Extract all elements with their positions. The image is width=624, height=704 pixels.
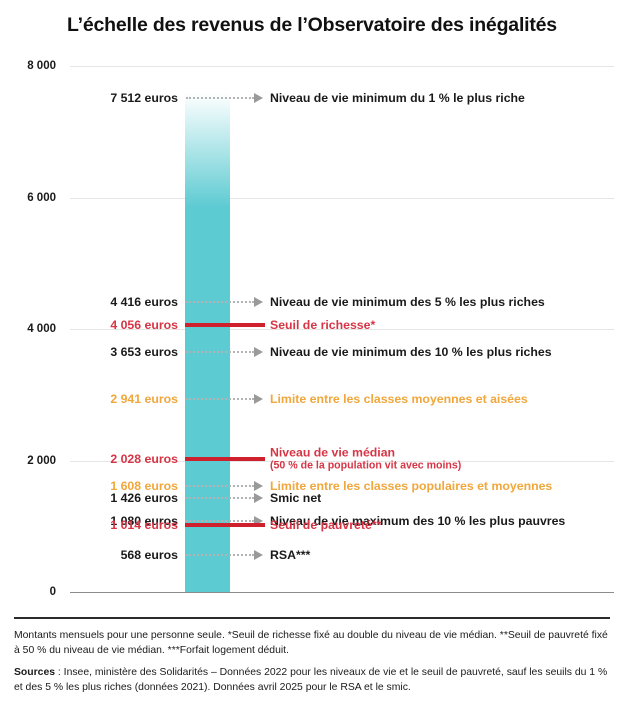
- marker-value: 2 028 euros: [110, 451, 178, 466]
- leader-arrow-icon: [254, 93, 263, 104]
- marker-label: Limite entre les classes moyennes et ais…: [270, 391, 528, 406]
- marker-label-text: Limite entre les classes populaires et m…: [270, 479, 553, 494]
- leader-line: [186, 485, 254, 488]
- leader-line: [186, 519, 254, 522]
- marker-value: 4 416 euros: [110, 294, 178, 309]
- marker-label: Niveau de vie maximum des 10 % les plus …: [270, 514, 565, 529]
- footer-divider: [14, 617, 610, 619]
- gridline-6000: [70, 197, 614, 199]
- threshold-line: [185, 456, 265, 461]
- axis-tick-label-8000: 8 000: [27, 60, 56, 72]
- marker-label: Niveau de vie minimum des 5 % les plus r…: [270, 294, 545, 309]
- marker-value: 4 056 euros: [110, 318, 178, 333]
- marker-label: Niveau de vie minimum du 1 % le plus ric…: [270, 91, 525, 106]
- sources-text: : Insee, ministère des Solidarités – Don…: [14, 667, 608, 694]
- marker-label: Smic net: [270, 491, 321, 506]
- leader-arrow-icon: [254, 515, 263, 526]
- marker-label-text: RSA***: [270, 547, 311, 562]
- marker-value: 568 euros: [120, 547, 178, 562]
- marker-label-text: Limite entre les classes moyennes et ais…: [270, 391, 528, 406]
- leader-line: [186, 350, 254, 353]
- leader-line: [186, 553, 254, 556]
- page-title: L’échelle des revenus de l’Observatoire …: [67, 14, 557, 36]
- marker-label-text: Seuil de richesse*: [270, 318, 376, 333]
- leader-arrow-icon: [254, 296, 263, 307]
- leader-line: [186, 97, 254, 100]
- marker-label-text: Niveau de vie minimum du 1 % le plus ric…: [270, 90, 525, 105]
- marker-label: Seuil de pauvreté**: [270, 518, 381, 533]
- marker-value: 1 608 euros: [110, 479, 178, 494]
- footnote-sources: Sources : Insee, ministère des Solidarit…: [14, 665, 612, 695]
- sources-label: Sources: [14, 667, 56, 679]
- leader-arrow-icon: [254, 393, 263, 404]
- marker-label-text: Smic net: [270, 490, 322, 505]
- gridline-0: [70, 592, 614, 593]
- axis-tick-label-4000: 4 000: [27, 323, 56, 335]
- chart-plot-area: 8 000 6 000 4 000 2 000 0 7 512 euros Niveau …: [27, 60, 614, 598]
- marker-value: 7 512 euros: [110, 91, 178, 106]
- axis-tick-label-6000: 6 000: [27, 191, 56, 204]
- axis-tick-label-0: 0: [49, 586, 56, 598]
- marker-value: 1 014 euros: [110, 518, 178, 533]
- marker-label: RSA***: [270, 547, 310, 562]
- leader-arrow-icon: [254, 481, 263, 492]
- marker-label: Niveau de vie minimum des 10 % les plus …: [270, 345, 552, 360]
- marker-label-text: Niveau de vie médian: [270, 445, 396, 460]
- marker-label-text: Niveau de vie minimum des 5 % les plus r…: [270, 294, 545, 309]
- marker-label-text: Niveau de vie minimum des 10 % les plus …: [270, 344, 552, 359]
- gridline-4000: [70, 329, 614, 330]
- marker-value: 1 080 euros: [110, 513, 178, 528]
- marker-label-text: Seuil de pauvreté**: [270, 518, 382, 533]
- leader-line: [186, 397, 254, 400]
- footnote-note: Montants mensuels pour une personne seul…: [14, 630, 608, 657]
- marker-value: 2 941 euros: [110, 391, 178, 406]
- marker-label: Niveau de vie médian (50 % de la populati…: [270, 445, 461, 472]
- gridline-2000: [70, 460, 614, 462]
- leader-arrow-icon: [254, 549, 263, 560]
- leader-line: [186, 300, 254, 303]
- marker-label: Seuil de richesse*: [270, 318, 375, 333]
- marker-value: 1 426 euros: [110, 491, 178, 506]
- marker-label: Limite entre les classes populaires et m…: [270, 479, 552, 494]
- leader-arrow-icon: [254, 346, 263, 357]
- axis-tick-label-2000: 2 000: [27, 454, 56, 467]
- marker-label-text: Niveau de vie maximum des 10 % les plus …: [270, 513, 566, 528]
- gridline-8000: [70, 66, 614, 67]
- leader-line: [186, 497, 254, 500]
- leader-arrow-icon: [254, 493, 263, 504]
- threshold-line: [185, 323, 265, 328]
- marker-label-sub: (50 % de la population vit avec moins): [270, 459, 462, 472]
- threshold-line: [185, 523, 265, 528]
- income-range-bar: [185, 72, 230, 592]
- marker-value: 3 653 euros: [110, 344, 178, 359]
- footnotes: Montants mensuels pour une personne seul…: [14, 628, 612, 702]
